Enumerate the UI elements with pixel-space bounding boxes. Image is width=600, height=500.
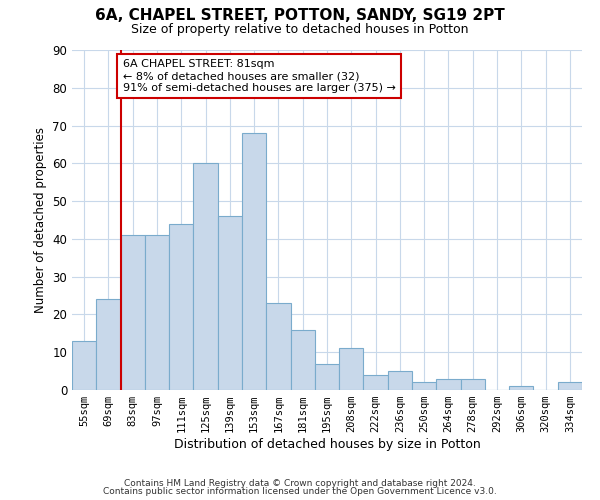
Bar xyxy=(509,386,533,390)
Bar xyxy=(193,164,218,390)
Bar xyxy=(412,382,436,390)
Text: Contains public sector information licensed under the Open Government Licence v3: Contains public sector information licen… xyxy=(103,487,497,496)
Bar xyxy=(558,382,582,390)
Bar xyxy=(388,371,412,390)
Bar xyxy=(315,364,339,390)
Bar xyxy=(72,341,96,390)
Bar xyxy=(145,235,169,390)
Bar xyxy=(339,348,364,390)
Bar xyxy=(169,224,193,390)
Bar xyxy=(242,133,266,390)
Bar xyxy=(218,216,242,390)
Text: Contains HM Land Registry data © Crown copyright and database right 2024.: Contains HM Land Registry data © Crown c… xyxy=(124,478,476,488)
Bar xyxy=(364,375,388,390)
Bar xyxy=(461,378,485,390)
X-axis label: Distribution of detached houses by size in Potton: Distribution of detached houses by size … xyxy=(173,438,481,451)
Bar xyxy=(266,303,290,390)
Text: 6A, CHAPEL STREET, POTTON, SANDY, SG19 2PT: 6A, CHAPEL STREET, POTTON, SANDY, SG19 2… xyxy=(95,8,505,22)
Bar xyxy=(96,300,121,390)
Text: 6A CHAPEL STREET: 81sqm
← 8% of detached houses are smaller (32)
91% of semi-det: 6A CHAPEL STREET: 81sqm ← 8% of detached… xyxy=(123,60,396,92)
Bar xyxy=(436,378,461,390)
Y-axis label: Number of detached properties: Number of detached properties xyxy=(34,127,47,313)
Bar xyxy=(121,235,145,390)
Bar xyxy=(290,330,315,390)
Text: Size of property relative to detached houses in Potton: Size of property relative to detached ho… xyxy=(131,22,469,36)
